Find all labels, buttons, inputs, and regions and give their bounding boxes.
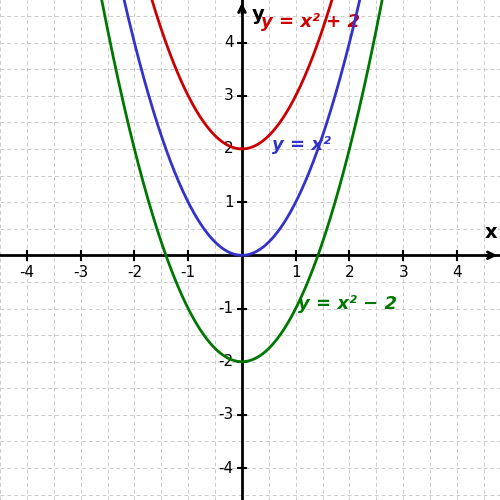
Text: 3: 3 xyxy=(398,265,408,280)
Text: 4: 4 xyxy=(452,265,462,280)
Text: -1: -1 xyxy=(218,301,234,316)
Text: 1: 1 xyxy=(291,265,300,280)
Text: 1: 1 xyxy=(224,194,234,210)
Text: y: y xyxy=(252,6,264,25)
Text: 3: 3 xyxy=(224,88,234,103)
Text: x: x xyxy=(484,223,498,242)
Text: 2: 2 xyxy=(344,265,354,280)
Text: -4: -4 xyxy=(218,460,234,475)
Text: y = x² + 2: y = x² + 2 xyxy=(261,14,360,32)
Text: y = x² − 2: y = x² − 2 xyxy=(298,295,398,313)
Text: 4: 4 xyxy=(224,35,234,50)
Text: -4: -4 xyxy=(20,265,34,280)
Text: -3: -3 xyxy=(218,408,234,422)
Text: -3: -3 xyxy=(73,265,88,280)
Text: -2: -2 xyxy=(218,354,234,369)
Text: y = x²: y = x² xyxy=(272,136,330,154)
Text: 2: 2 xyxy=(224,142,234,156)
Text: -1: -1 xyxy=(180,265,196,280)
Text: -2: -2 xyxy=(127,265,142,280)
